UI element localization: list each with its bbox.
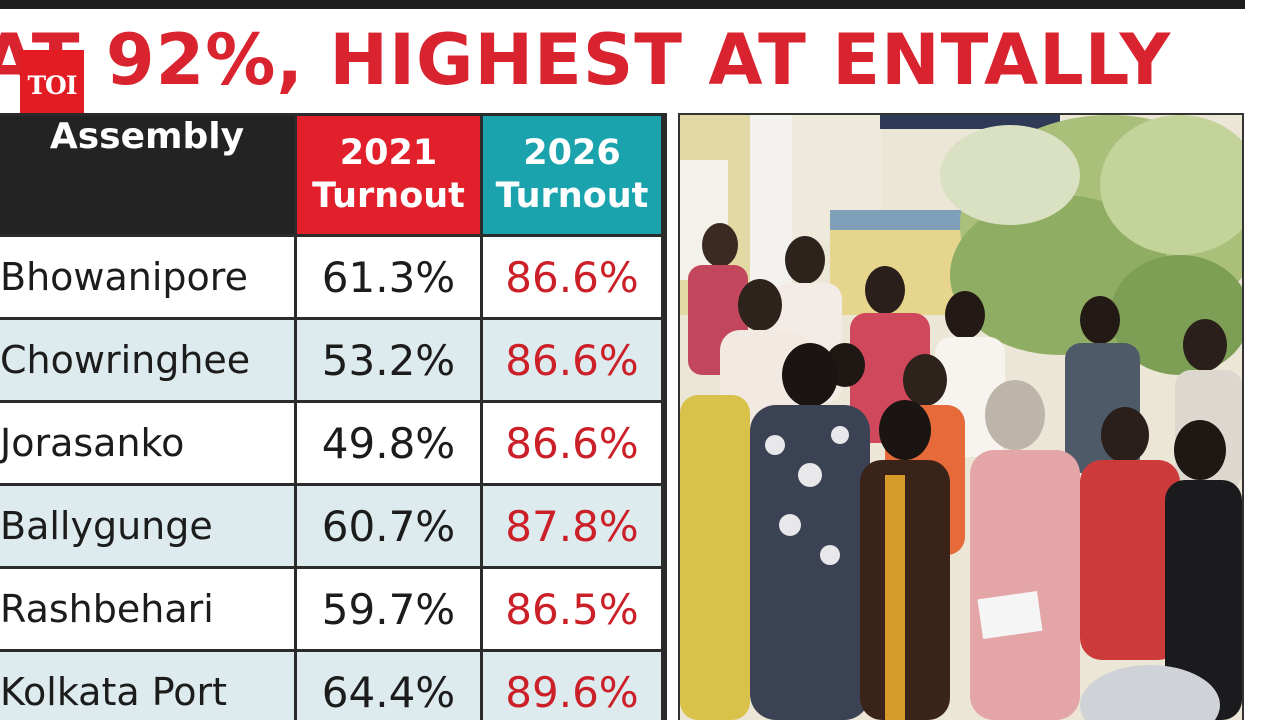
table-row: Jorasanko 49.8% 86.6% (0, 403, 661, 483)
cell-turnout-2021: 60.7% (297, 486, 480, 566)
turnout-table-panel: Assembly 2021 Turnout 2026 Turnout Bhowa… (0, 113, 667, 720)
cell-turnout-2021: 59.7% (297, 569, 480, 649)
toi-logo-badge: TOI (20, 50, 84, 120)
cell-turnout-2026: 86.6% (483, 403, 661, 483)
cell-assembly: Bhowanipore (0, 237, 294, 317)
cell-turnout-2021: 64.4% (297, 652, 480, 720)
cell-assembly: Kolkata Port (0, 652, 294, 720)
header-2021-year: 2021 (339, 133, 438, 173)
cell-turnout-2026: 86.6% (483, 237, 661, 317)
turnout-table: Assembly 2021 Turnout 2026 Turnout Bhowa… (0, 113, 664, 720)
header-2026-label: Turnout (495, 176, 649, 216)
header-2026-turnout: 2026 Turnout (483, 116, 661, 234)
cell-assembly: Jorasanko (0, 403, 294, 483)
header-2021-turnout: 2021 Turnout (297, 116, 480, 234)
voters-queue-photo (678, 113, 1244, 720)
table-row: Bhowanipore 61.3% 86.6% (0, 237, 661, 317)
table-header-row: Assembly 2021 Turnout 2026 Turnout (0, 116, 661, 234)
table-row: Kolkata Port 64.4% 89.6% (0, 652, 661, 720)
cell-turnout-2026: 86.6% (483, 320, 661, 400)
cell-assembly: Rashbehari (0, 569, 294, 649)
table-row: Ballygunge 60.7% 87.8% (0, 486, 661, 566)
cell-turnout-2021: 49.8% (297, 403, 480, 483)
header-assembly: Assembly (0, 116, 294, 234)
cell-turnout-2021: 53.2% (297, 320, 480, 400)
headline: AT 92%, HIGHEST AT ENTALLY (0, 19, 1172, 101)
header-2021-label: Turnout (312, 176, 465, 216)
cell-assembly: Ballygunge (0, 486, 294, 566)
top-rule (0, 0, 1245, 9)
cell-turnout-2026: 87.8% (483, 486, 661, 566)
header-2026-year: 2026 (523, 133, 621, 173)
cell-turnout-2021: 61.3% (297, 237, 480, 317)
cell-assembly: Chowringhee (0, 320, 294, 400)
photo-illustration (680, 115, 1242, 720)
table-row: Chowringhee 53.2% 86.6% (0, 320, 661, 400)
cell-turnout-2026: 86.5% (483, 569, 661, 649)
table-row: Rashbehari 59.7% 86.5% (0, 569, 661, 649)
cell-turnout-2026: 89.6% (483, 652, 661, 720)
